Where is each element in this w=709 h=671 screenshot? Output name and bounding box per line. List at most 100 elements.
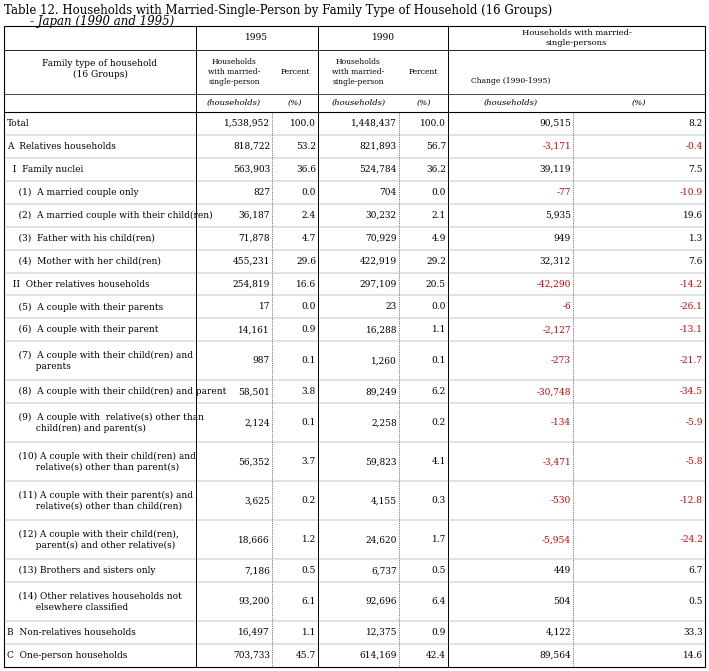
Text: -5.8: -5.8 <box>686 457 703 466</box>
Text: 0.1: 0.1 <box>432 356 446 365</box>
Text: 0.1: 0.1 <box>301 356 316 365</box>
Text: 821,893: 821,893 <box>360 142 397 151</box>
Text: 0.0: 0.0 <box>301 303 316 311</box>
Text: Change (1990-1995): Change (1990-1995) <box>471 77 550 85</box>
Text: 987: 987 <box>252 356 270 365</box>
Text: -30,748: -30,748 <box>537 387 571 397</box>
Text: (households): (households) <box>207 99 261 107</box>
Text: 17: 17 <box>259 303 270 311</box>
Text: (8)  A couple with their child(ren) and parent: (8) A couple with their child(ren) and p… <box>7 387 226 397</box>
Text: -273: -273 <box>551 356 571 365</box>
Text: -6: -6 <box>562 303 571 311</box>
Text: 422,919: 422,919 <box>360 256 397 266</box>
Text: 12,375: 12,375 <box>366 628 397 637</box>
Text: B  Non-relatives households: B Non-relatives households <box>7 628 136 637</box>
Text: 14.6: 14.6 <box>683 651 703 660</box>
Text: 0.0: 0.0 <box>432 188 446 197</box>
Text: (2)  A married couple with their child(ren): (2) A married couple with their child(re… <box>7 211 213 220</box>
Text: 16,288: 16,288 <box>366 325 397 334</box>
Text: 449: 449 <box>554 566 571 575</box>
Text: 0.9: 0.9 <box>432 628 446 637</box>
Text: -13.1: -13.1 <box>680 325 703 334</box>
Text: - Japan (1990 and 1995): - Japan (1990 and 1995) <box>30 15 174 28</box>
Text: 2.4: 2.4 <box>302 211 316 219</box>
Text: 0.0: 0.0 <box>301 188 316 197</box>
Text: 4.1: 4.1 <box>432 457 446 466</box>
Text: 297,109: 297,109 <box>359 280 397 289</box>
Text: 1.3: 1.3 <box>688 234 703 243</box>
Text: 100.0: 100.0 <box>420 119 446 128</box>
Text: 4,122: 4,122 <box>545 628 571 637</box>
Text: 4.9: 4.9 <box>432 234 446 243</box>
Text: -10.9: -10.9 <box>680 188 703 197</box>
Text: 19.6: 19.6 <box>683 211 703 219</box>
Text: -42,290: -42,290 <box>537 280 571 289</box>
Text: 3.8: 3.8 <box>302 387 316 397</box>
Text: Percent: Percent <box>409 68 438 76</box>
Text: (10) A couple with their child(ren) and
          relative(s) other than parent(: (10) A couple with their child(ren) and … <box>7 452 196 472</box>
Text: 71,878: 71,878 <box>238 234 270 243</box>
Text: (households): (households) <box>331 99 386 107</box>
Text: 3.7: 3.7 <box>302 457 316 466</box>
Text: 6,737: 6,737 <box>372 566 397 575</box>
Text: Table 12. Households with Married-Single-Person by Family Type of Household (16 : Table 12. Households with Married-Single… <box>4 4 552 17</box>
Text: 29.6: 29.6 <box>296 256 316 266</box>
Text: -530: -530 <box>551 497 571 505</box>
Text: II  Other relatives households: II Other relatives households <box>7 280 150 289</box>
Text: 1.1: 1.1 <box>432 325 446 334</box>
Text: 14,161: 14,161 <box>238 325 270 334</box>
Text: 89,564: 89,564 <box>540 651 571 660</box>
Text: -134: -134 <box>551 418 571 427</box>
Text: (12) A couple with their child(ren),
          parent(s) and other relative(s): (12) A couple with their child(ren), par… <box>7 529 179 550</box>
Text: 56.7: 56.7 <box>425 142 446 151</box>
Text: 455,231: 455,231 <box>233 256 270 266</box>
Text: (5)  A couple with their parents: (5) A couple with their parents <box>7 303 163 311</box>
Text: 0.9: 0.9 <box>301 325 316 334</box>
Text: -24.2: -24.2 <box>680 535 703 544</box>
Text: 4,155: 4,155 <box>371 497 397 505</box>
Text: 2,124: 2,124 <box>245 418 270 427</box>
Text: 93,200: 93,200 <box>239 597 270 606</box>
Text: 818,722: 818,722 <box>233 142 270 151</box>
Text: 2,258: 2,258 <box>372 418 397 427</box>
Text: 0.2: 0.2 <box>432 418 446 427</box>
Text: 36.6: 36.6 <box>296 165 316 174</box>
Text: 504: 504 <box>554 597 571 606</box>
Text: 24,620: 24,620 <box>366 535 397 544</box>
Text: -26.1: -26.1 <box>680 303 703 311</box>
Text: 703,733: 703,733 <box>233 651 270 660</box>
Text: -5.9: -5.9 <box>686 418 703 427</box>
Text: 58,501: 58,501 <box>238 387 270 397</box>
Text: 0.0: 0.0 <box>432 303 446 311</box>
Text: -5,954: -5,954 <box>542 535 571 544</box>
Text: 2.1: 2.1 <box>432 211 446 219</box>
Text: 33.3: 33.3 <box>683 628 703 637</box>
Text: 4.7: 4.7 <box>301 234 316 243</box>
Text: 0.5: 0.5 <box>432 566 446 575</box>
Text: 36,187: 36,187 <box>238 211 270 219</box>
Text: 3,625: 3,625 <box>244 497 270 505</box>
Text: 16,497: 16,497 <box>238 628 270 637</box>
Text: (3)  Father with his child(ren): (3) Father with his child(ren) <box>7 234 155 243</box>
Text: 1.7: 1.7 <box>432 535 446 544</box>
Text: C  One-person households: C One-person households <box>7 651 128 660</box>
Text: Households
with married-
single-person: Households with married- single-person <box>208 58 260 86</box>
Text: 6.1: 6.1 <box>301 597 316 606</box>
Text: 0.5: 0.5 <box>688 597 703 606</box>
Text: 7.6: 7.6 <box>688 256 703 266</box>
Text: 29.2: 29.2 <box>426 256 446 266</box>
Text: 254,819: 254,819 <box>233 280 270 289</box>
Text: 70,929: 70,929 <box>366 234 397 243</box>
Text: -12.8: -12.8 <box>680 497 703 505</box>
Text: 42.4: 42.4 <box>426 651 446 660</box>
Text: 1,538,952: 1,538,952 <box>224 119 270 128</box>
Text: 53.2: 53.2 <box>296 142 316 151</box>
Text: 6.4: 6.4 <box>432 597 446 606</box>
Text: 0.5: 0.5 <box>301 566 316 575</box>
Text: -3,171: -3,171 <box>542 142 571 151</box>
Text: Households
with married-
single-person: Households with married- single-person <box>333 58 384 86</box>
Text: 1.2: 1.2 <box>302 535 316 544</box>
Text: 8.2: 8.2 <box>688 119 703 128</box>
Text: 1995: 1995 <box>245 34 269 42</box>
Text: -34.5: -34.5 <box>680 387 703 397</box>
